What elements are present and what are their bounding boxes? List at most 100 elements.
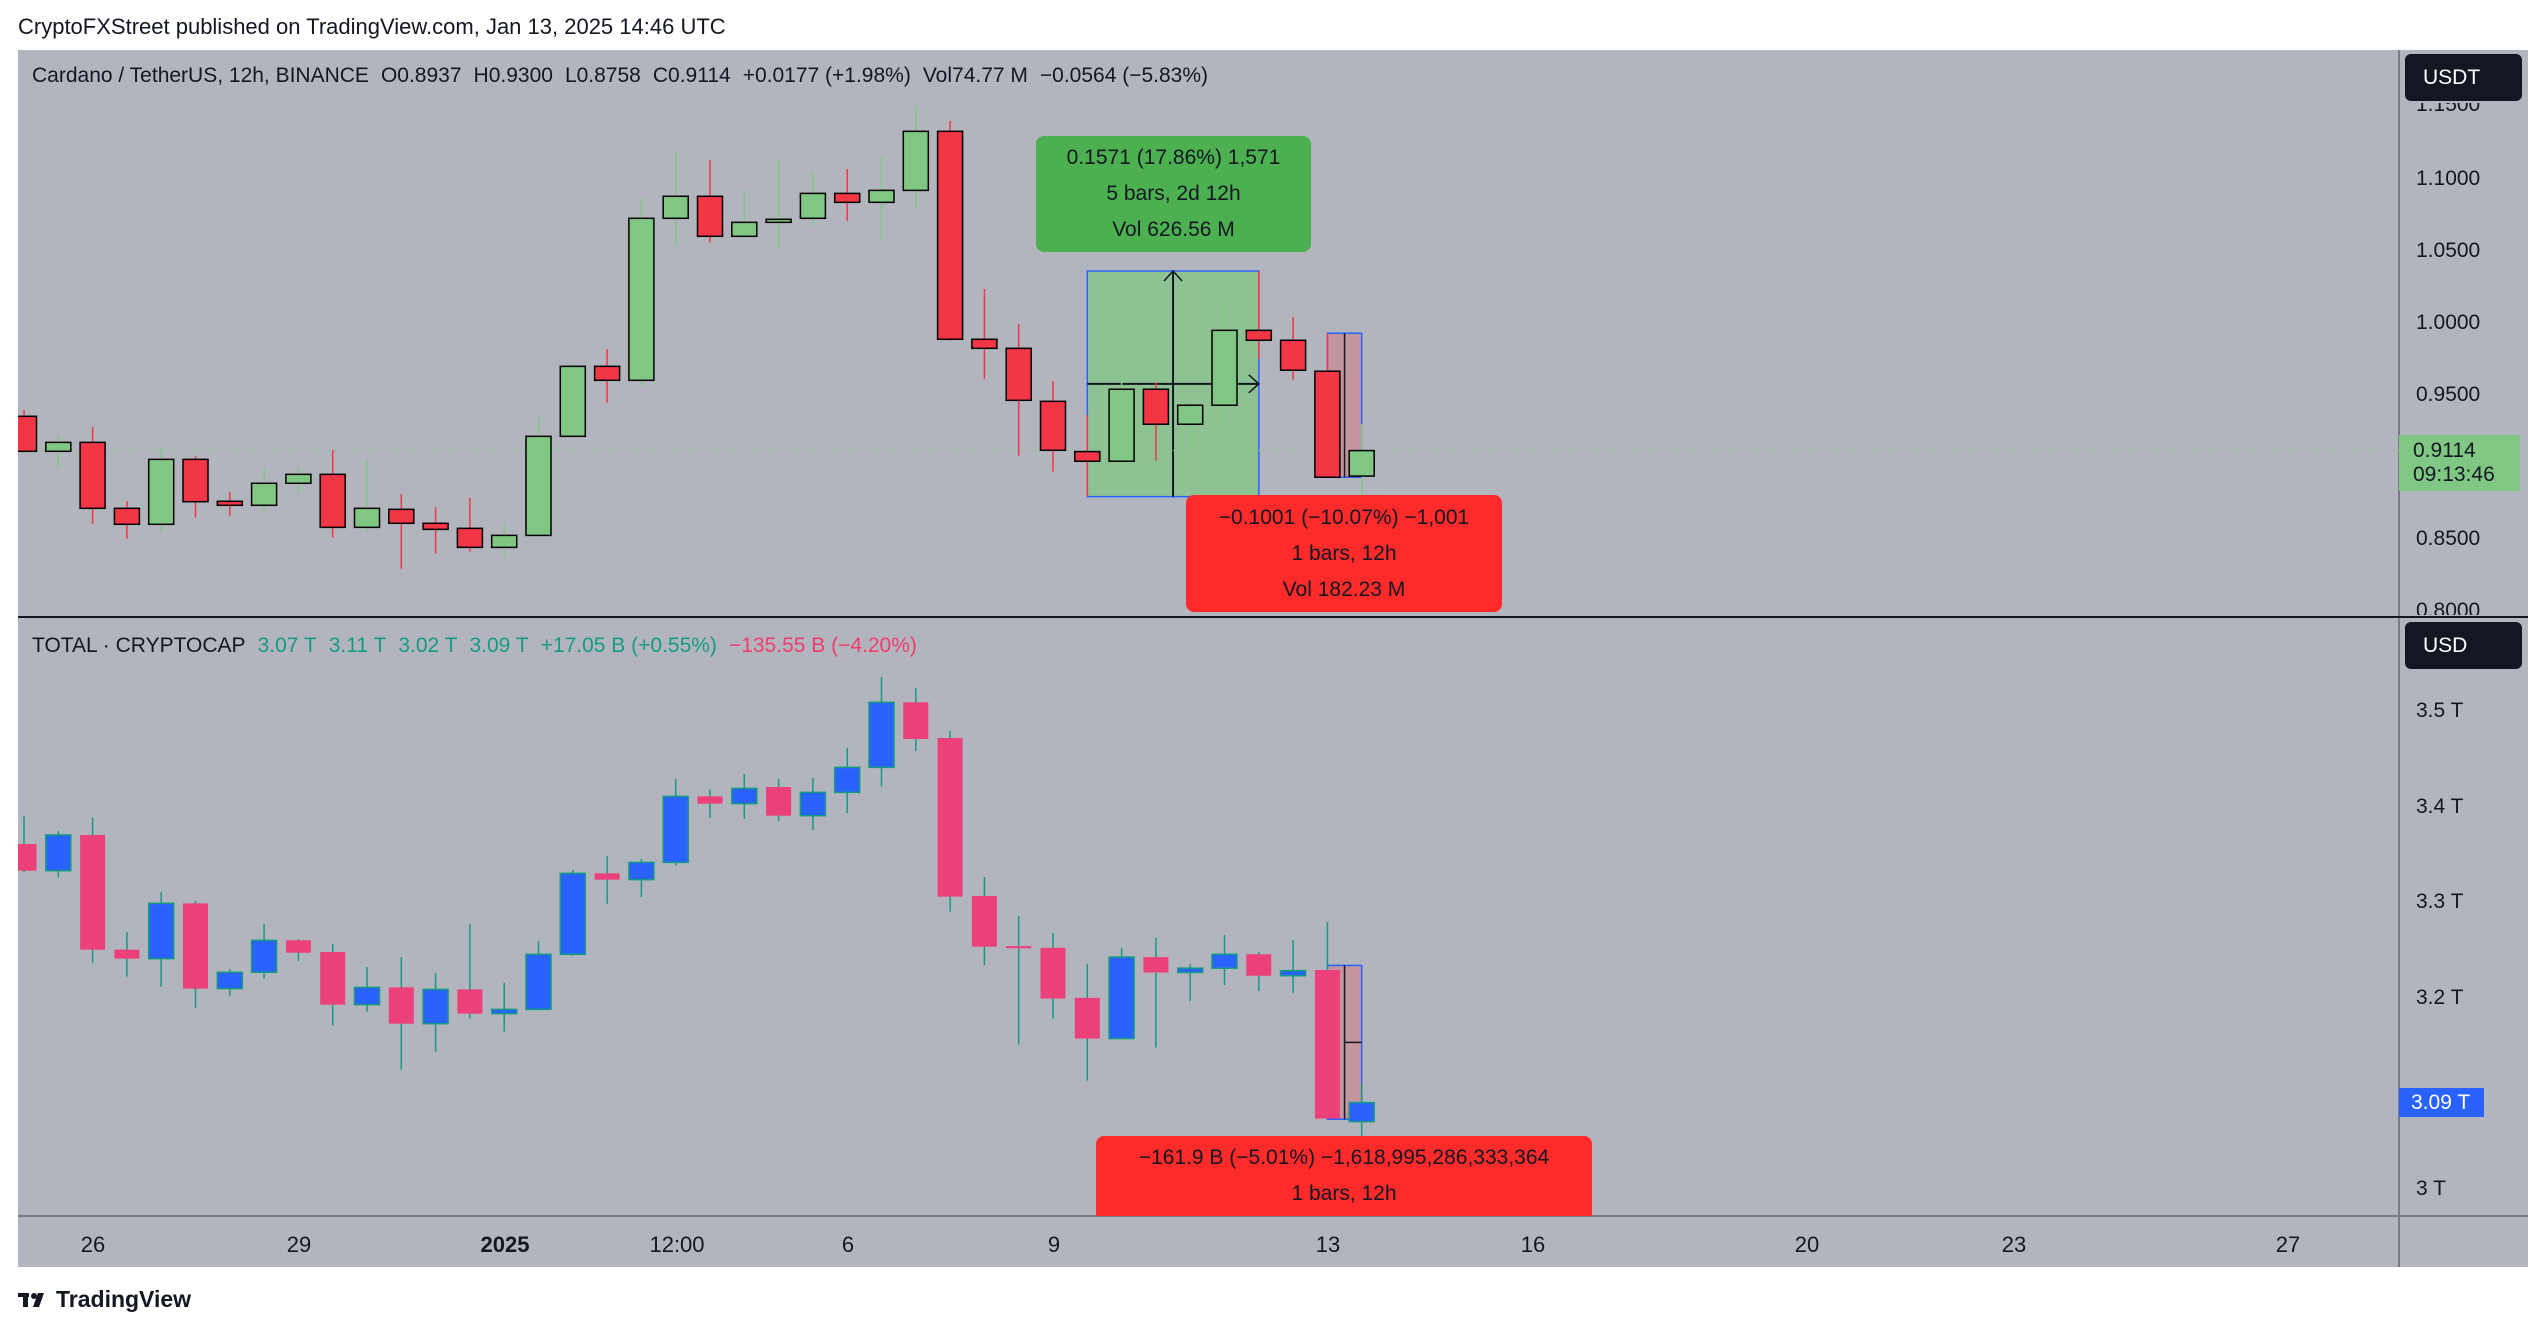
total-candle[interactable] [285, 939, 311, 962]
ada-symbol[interactable]: Cardano / TetherUS, 12h, BINANCE [32, 64, 369, 87]
total-candle[interactable] [1040, 932, 1066, 1019]
ada-candle[interactable] [662, 152, 689, 246]
ada-candle[interactable] [1108, 361, 1135, 462]
ada-candle[interactable] [559, 363, 587, 438]
total-last-value-tag: 3.09 T [2399, 1088, 2484, 1117]
total-candle[interactable] [594, 855, 620, 904]
total-candle[interactable] [490, 982, 518, 1032]
ada-candle[interactable] [422, 507, 449, 554]
ada-candle[interactable] [490, 524, 518, 557]
total-candle[interactable] [457, 923, 483, 1019]
total-candle[interactable] [216, 969, 244, 996]
ada-candle[interactable] [765, 158, 792, 249]
total-pane[interactable] [12, 677, 1375, 1170]
ada-candle[interactable] [250, 468, 278, 515]
ada-candle[interactable] [1211, 298, 1238, 425]
total-candle[interactable] [250, 923, 278, 979]
ada-candle-body [799, 192, 827, 220]
total-candle[interactable] [662, 778, 689, 866]
total-candle[interactable] [868, 677, 895, 787]
ada-candle[interactable] [285, 468, 312, 494]
total-candle[interactable] [388, 957, 414, 1070]
total-candle[interactable] [320, 944, 346, 1026]
total-candle[interactable] [903, 687, 929, 752]
total-candle[interactable] [525, 940, 552, 1011]
total-candle[interactable] [559, 870, 587, 956]
total-currency-button[interactable]: USD [2405, 622, 2522, 669]
ada-pane[interactable] [12, 105, 2400, 569]
ada-candle[interactable] [319, 450, 346, 538]
total-candle[interactable] [1108, 947, 1135, 1040]
ada-candle-body [1108, 388, 1135, 462]
total-candle[interactable] [45, 831, 72, 878]
ada-candle[interactable] [1039, 381, 1067, 472]
total-candle[interactable] [1006, 916, 1032, 1045]
total-candle[interactable] [1246, 952, 1272, 992]
total-candle[interactable] [1279, 940, 1307, 993]
ada-candle[interactable] [1074, 415, 1101, 497]
total-candle[interactable] [422, 973, 449, 1052]
ada-candle[interactable] [182, 456, 209, 518]
total-down-measure-label[interactable]: −161.9 B (−5.01%) −1,618,995,286,333,364… [1096, 1136, 1592, 1216]
ada-candle[interactable] [799, 172, 827, 226]
ada-down-measure-label[interactable]: −0.1001 (−10.07%) −1,001 1 bars, 12h Vol… [1186, 495, 1502, 612]
ada-candle[interactable] [1245, 271, 1273, 359]
ada-candle[interactable] [216, 492, 244, 516]
ada-candle[interactable] [113, 500, 141, 539]
total-candle[interactable] [937, 731, 963, 912]
tradingview-logo[interactable]: TradingView [18, 1286, 191, 1313]
ada-candle[interactable] [902, 105, 930, 208]
total-candle[interactable] [1176, 963, 1204, 1002]
arrow-up-icon [1163, 269, 1183, 282]
ada-candle-body [182, 458, 209, 503]
ada-candle[interactable] [593, 349, 621, 403]
ada-candle[interactable] [525, 417, 552, 537]
ada-candle[interactable] [456, 497, 484, 552]
total-candle[interactable] [731, 774, 758, 820]
ada-candle[interactable] [1279, 316, 1307, 380]
ada-candle[interactable] [731, 189, 758, 240]
ada-candle[interactable] [1348, 423, 1375, 502]
total-candle[interactable] [697, 789, 723, 818]
ada-candle[interactable] [1142, 382, 1170, 461]
total-candle[interactable] [1143, 937, 1169, 1048]
total-candle[interactable] [971, 876, 997, 966]
total-candle[interactable] [183, 900, 208, 1008]
ada-candle[interactable] [1314, 333, 1341, 478]
total-candle[interactable] [833, 748, 861, 813]
ada-candle[interactable] [628, 198, 655, 386]
ada-candle[interactable] [1005, 324, 1032, 456]
ada-candle[interactable] [971, 289, 998, 379]
total-candle[interactable] [628, 859, 655, 898]
total-candle[interactable] [80, 817, 106, 963]
ada-candle[interactable] [147, 446, 175, 532]
total-axis-tick: 3.5 T [2416, 699, 2464, 722]
total-candle[interactable] [12, 816, 37, 873]
total-candle[interactable] [147, 891, 175, 987]
ada-candle[interactable] [833, 169, 861, 221]
ada-candle[interactable] [696, 159, 724, 243]
total-candle[interactable] [353, 967, 381, 1012]
ada-candle[interactable] [936, 120, 964, 341]
total-candle[interactable] [799, 778, 827, 830]
ada-candle[interactable] [45, 435, 72, 468]
total-candle[interactable] [1074, 963, 1100, 1081]
ada-currency-button[interactable]: USDT [2405, 54, 2522, 101]
ada-up-measure-label[interactable]: 0.1571 (17.86%) 1,571 5 bars, 2d 12h Vol… [1036, 136, 1311, 252]
ada-candle[interactable] [79, 426, 106, 524]
total-candle[interactable] [1211, 935, 1238, 985]
ada-candle[interactable] [353, 460, 381, 532]
ada-candle-body [18, 415, 38, 453]
ada-legend: Cardano / TetherUS, 12h, BINANCE O0.8937 H… [32, 64, 1220, 88]
ada-candle-body [902, 130, 930, 192]
ada-candle[interactable] [868, 156, 895, 241]
ada-candle[interactable] [1176, 395, 1204, 448]
total-candle[interactable] [766, 778, 792, 822]
ada-candle[interactable] [388, 494, 415, 569]
ada-candle[interactable] [12, 409, 38, 453]
chart-area[interactable] [18, 50, 2528, 1267]
total-candle[interactable] [114, 931, 140, 977]
total-candle[interactable] [1314, 922, 1340, 1119]
total-symbol[interactable]: TOTAL · CRYPTOCAP [32, 634, 246, 657]
